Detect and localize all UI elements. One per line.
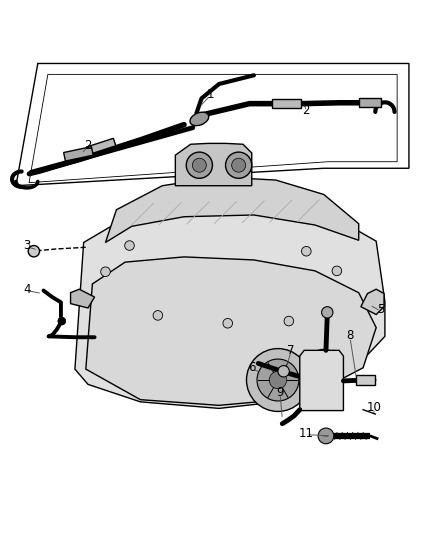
Polygon shape	[361, 289, 384, 314]
Circle shape	[315, 357, 332, 375]
Text: 10: 10	[367, 401, 381, 414]
Circle shape	[226, 152, 252, 179]
Text: 3: 3	[23, 239, 31, 252]
Text: 11: 11	[299, 427, 314, 440]
Circle shape	[186, 152, 212, 179]
Text: 2: 2	[84, 139, 92, 151]
Polygon shape	[86, 257, 376, 405]
Circle shape	[278, 366, 289, 377]
Circle shape	[153, 311, 162, 320]
Polygon shape	[71, 289, 95, 308]
Polygon shape	[359, 99, 381, 107]
Polygon shape	[356, 375, 375, 385]
Circle shape	[321, 306, 333, 318]
Circle shape	[257, 359, 299, 401]
Polygon shape	[75, 199, 385, 408]
Text: 1: 1	[207, 87, 214, 101]
Polygon shape	[300, 350, 343, 410]
Text: 9: 9	[276, 386, 284, 399]
Text: 8: 8	[346, 329, 353, 342]
Polygon shape	[175, 143, 252, 185]
Circle shape	[269, 372, 287, 389]
Circle shape	[301, 246, 311, 256]
Text: 7: 7	[287, 344, 295, 357]
Circle shape	[58, 317, 66, 325]
Text: 6: 6	[248, 361, 255, 374]
Circle shape	[192, 158, 206, 172]
Polygon shape	[86, 138, 116, 155]
Ellipse shape	[190, 112, 209, 126]
Circle shape	[332, 266, 342, 276]
Polygon shape	[106, 177, 359, 243]
Circle shape	[247, 349, 309, 411]
Circle shape	[223, 318, 233, 328]
Polygon shape	[64, 147, 93, 161]
Text: 2: 2	[303, 104, 310, 117]
Circle shape	[318, 428, 334, 444]
Circle shape	[307, 350, 340, 383]
Circle shape	[28, 246, 39, 257]
Circle shape	[101, 267, 110, 277]
Circle shape	[232, 158, 246, 172]
Text: 5: 5	[377, 303, 384, 316]
Polygon shape	[272, 99, 301, 108]
Circle shape	[284, 316, 293, 326]
Text: 4: 4	[23, 282, 31, 296]
Circle shape	[125, 241, 134, 251]
